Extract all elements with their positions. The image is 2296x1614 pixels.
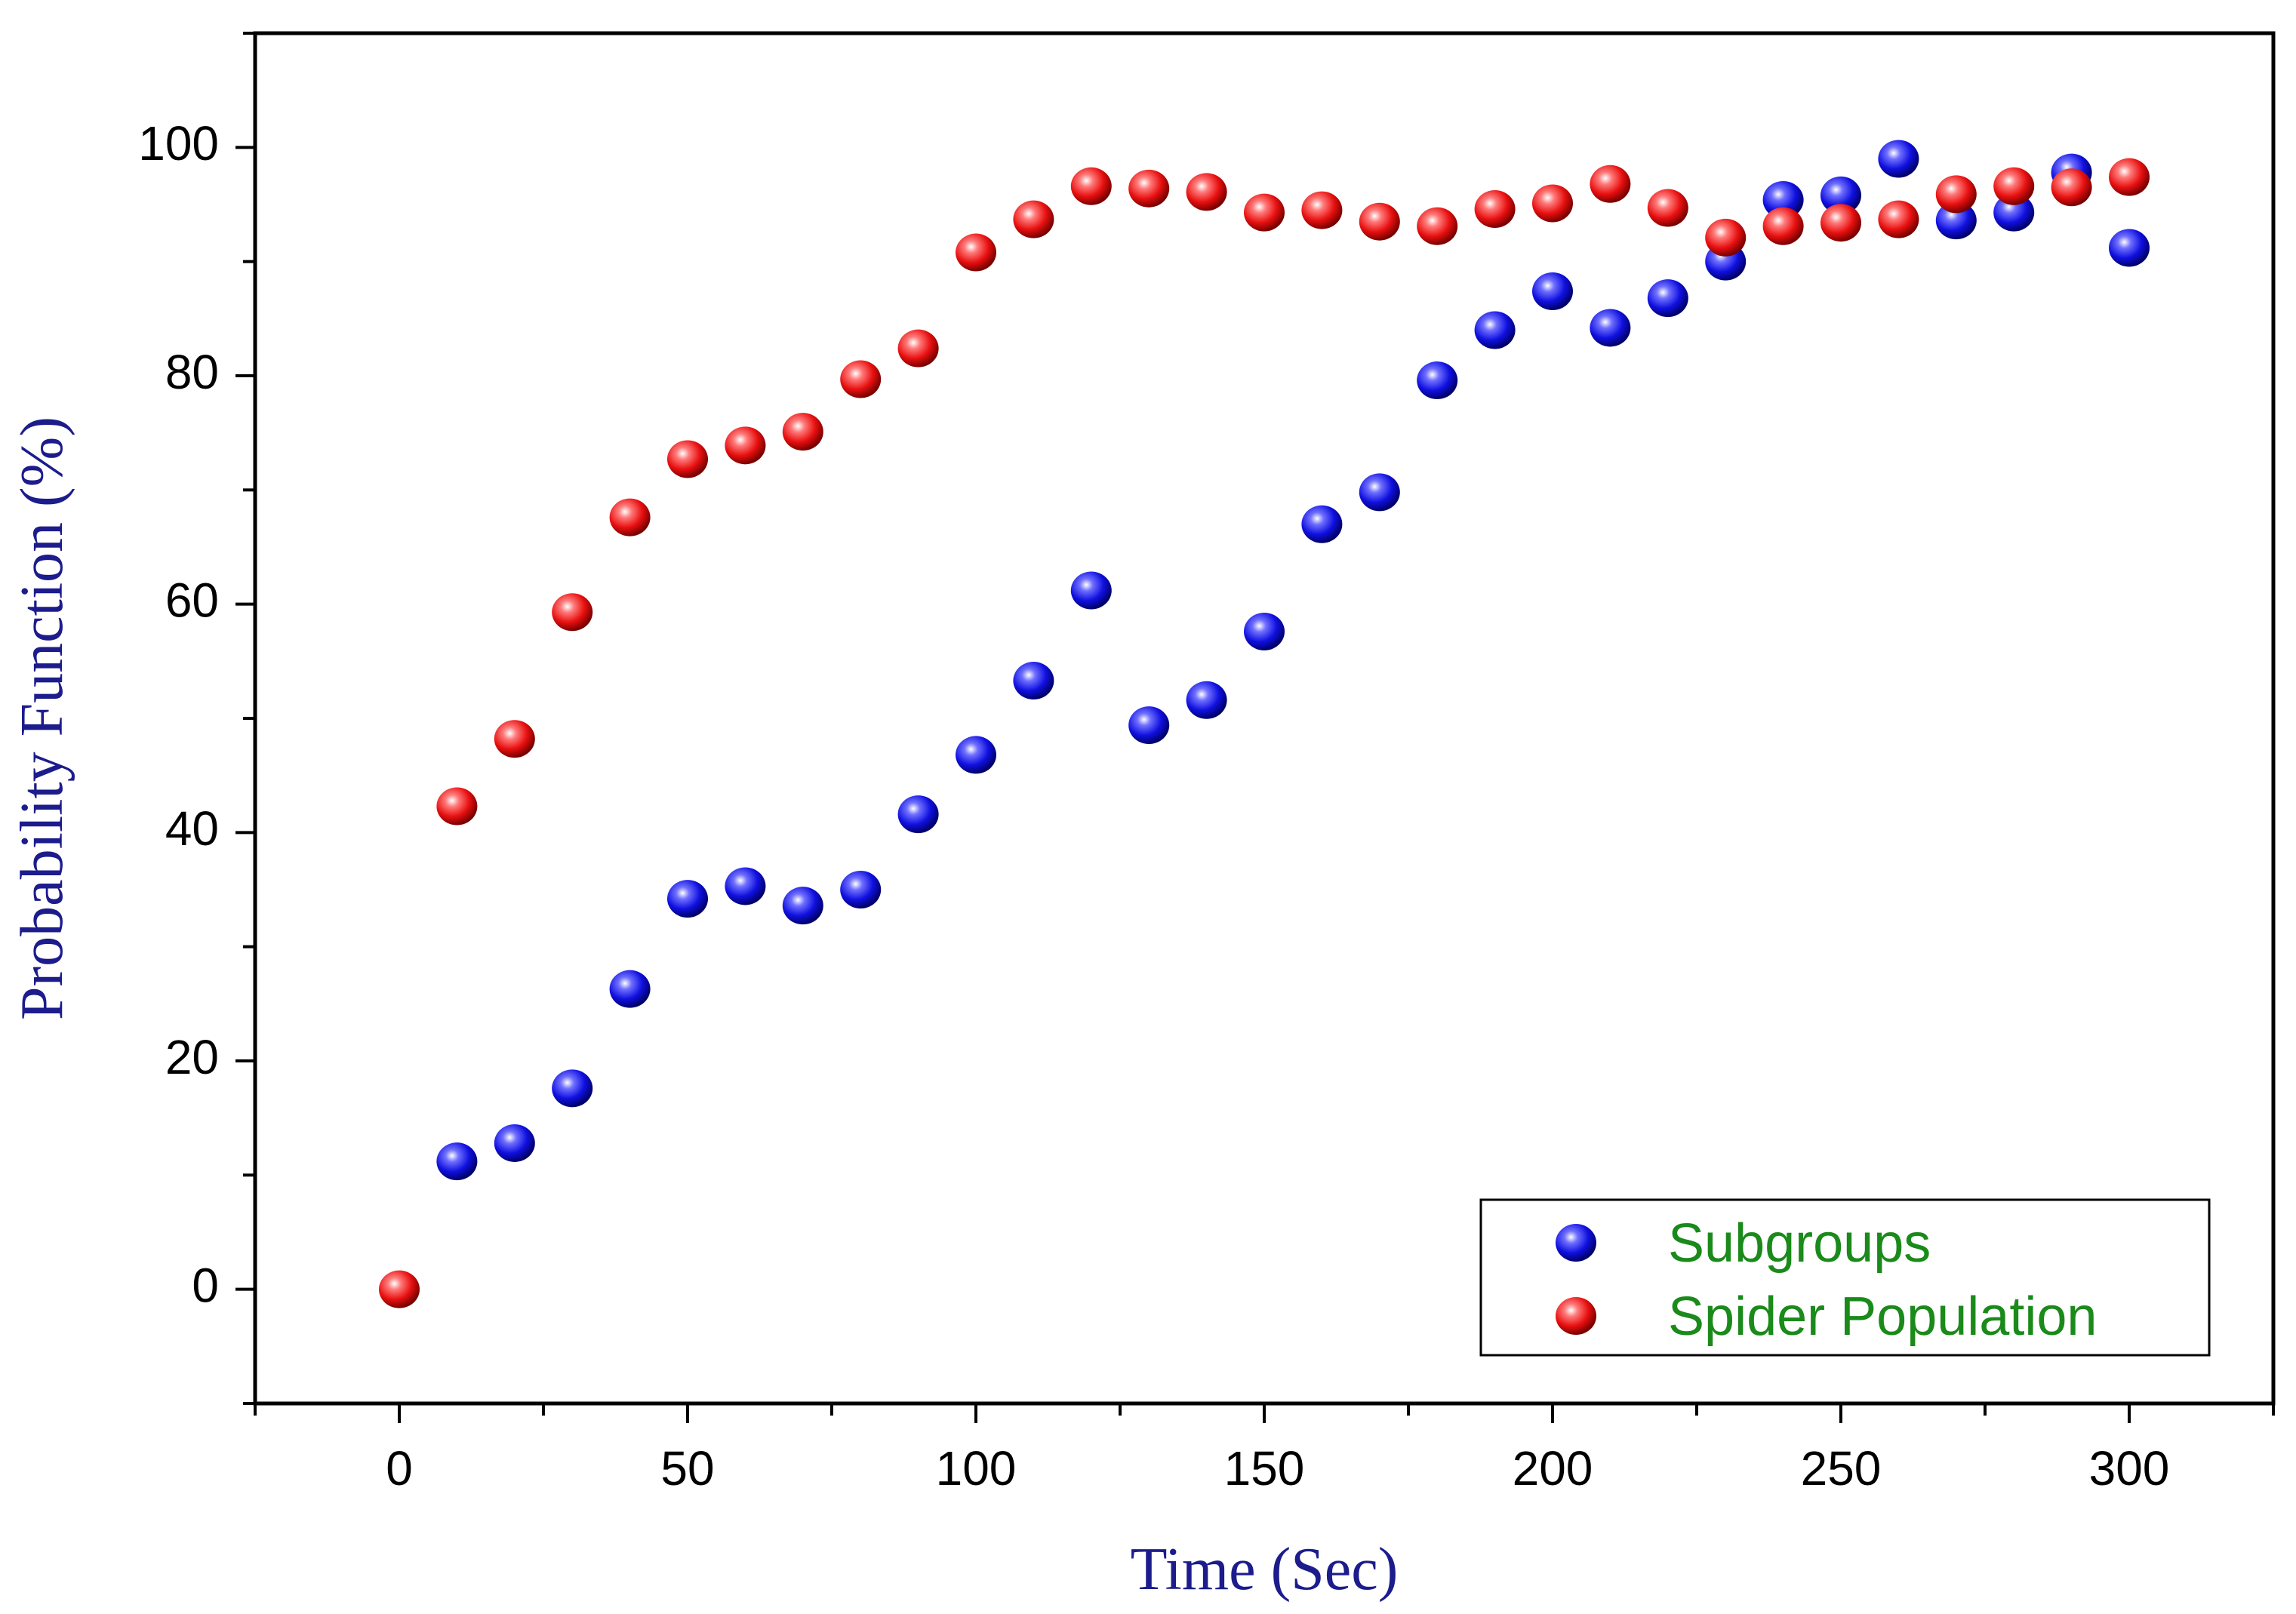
subgroups-point <box>667 880 708 918</box>
axis-ticks <box>235 32 2275 1423</box>
spider-population-point <box>1705 218 1747 257</box>
spider-population-point <box>1935 175 1977 214</box>
spider-population-point <box>1762 207 1804 245</box>
spider-population-point <box>1359 202 1400 241</box>
spider-population-point <box>552 593 593 632</box>
spider-population-point <box>1878 200 1919 238</box>
subgroups-point <box>1993 193 2035 232</box>
subgroups-point <box>494 1124 535 1162</box>
subgroups-point <box>1532 272 1573 311</box>
legend-marker-spider-population <box>1556 1297 1596 1335</box>
subgroups-point <box>782 887 823 925</box>
x-tick-label: 250 <box>1801 1441 1882 1496</box>
legend-label-spider-population: Spider Population <box>1668 1287 2097 1347</box>
spider-population-point <box>1474 190 1516 229</box>
spider-population-point <box>436 787 478 825</box>
y-tick-label: 60 <box>165 573 219 628</box>
x-tick-labels: 0 50 100 150 200 250 300 <box>386 1441 2169 1496</box>
subgroups-point <box>1244 612 1285 650</box>
y-tick-label: 0 <box>192 1259 219 1313</box>
x-tick-label: 300 <box>2089 1441 2170 1496</box>
subgroups-point <box>1013 662 1054 700</box>
legend-marker-subgroups <box>1556 1224 1596 1262</box>
spider-population-point <box>1186 173 1227 211</box>
x-tick-label: 100 <box>936 1441 1017 1496</box>
spider-population-point <box>1244 193 1285 232</box>
spider-population-point <box>897 329 939 367</box>
subgroups-point <box>1647 279 1688 318</box>
subgroups-point <box>1359 473 1400 512</box>
subgroups-point <box>1762 180 1804 219</box>
x-tick-label: 150 <box>1224 1441 1305 1496</box>
x-tick-label: 200 <box>1513 1441 1593 1496</box>
spider-population-point <box>956 233 996 272</box>
legend-label-subgroups: Subgroups <box>1668 1213 1931 1274</box>
spider-population-point <box>609 498 651 536</box>
spider-population-point <box>1301 191 1343 229</box>
subgroups-point <box>552 1069 593 1108</box>
subgroups-point <box>1820 176 1861 214</box>
y-tick-label: 20 <box>165 1030 219 1084</box>
x-axis-title: Time (Sec) <box>1131 1536 1399 1603</box>
subgroups-point <box>1301 505 1343 543</box>
spider-population-point <box>1993 167 2035 205</box>
subgroups-point <box>1070 571 1112 610</box>
y-tick-label: 80 <box>165 345 219 399</box>
spider-population-point <box>1590 164 1631 203</box>
subgroups-point <box>725 867 766 905</box>
spider-population-point <box>840 360 882 398</box>
spider-population-point <box>2051 168 2092 207</box>
y-tick-label: 40 <box>165 801 219 856</box>
subgroups-point <box>897 795 939 834</box>
spider-population-point <box>1070 167 1112 205</box>
subgroups-point <box>2109 229 2150 267</box>
y-tick-label: 100 <box>138 116 219 171</box>
subgroups-point <box>840 871 882 908</box>
subgroups-point <box>436 1142 478 1181</box>
y-axis-title: Probability Function (%) <box>9 417 75 1020</box>
spider-population-point <box>1820 204 1861 242</box>
subgroups-point <box>609 970 651 1008</box>
spider-population-point <box>1128 169 1170 208</box>
x-tick-label: 0 <box>386 1441 413 1496</box>
spider-population-point <box>782 413 823 451</box>
subgroups-point <box>1474 311 1516 349</box>
data-points <box>379 140 2150 1308</box>
spider-population-point <box>494 720 535 758</box>
spider-population-point <box>725 426 766 465</box>
subgroups-point <box>1128 706 1170 745</box>
x-tick-label: 50 <box>660 1441 714 1496</box>
subgroups-point <box>1878 140 1919 178</box>
spider-population-point <box>1647 189 1688 227</box>
spider-population-point <box>2109 158 2150 196</box>
subgroups-point <box>1590 309 1631 347</box>
y-tick-labels: 0 20 40 60 80 100 <box>138 116 219 1312</box>
subgroups-point <box>1935 201 1977 240</box>
subgroups-point <box>1186 681 1227 719</box>
spider-population-point <box>667 440 708 478</box>
plot-frame <box>253 31 2276 1406</box>
spider-population-point <box>1532 184 1573 223</box>
legend-box <box>1479 1198 2211 1357</box>
spider-population-point <box>1013 200 1054 238</box>
spider-population-point <box>1417 207 1458 245</box>
legend: Subgroups Spider Population <box>1479 1198 2211 1357</box>
subgroups-point <box>956 736 996 774</box>
subgroups-point <box>1417 361 1458 400</box>
spider-population-point <box>379 1270 420 1308</box>
